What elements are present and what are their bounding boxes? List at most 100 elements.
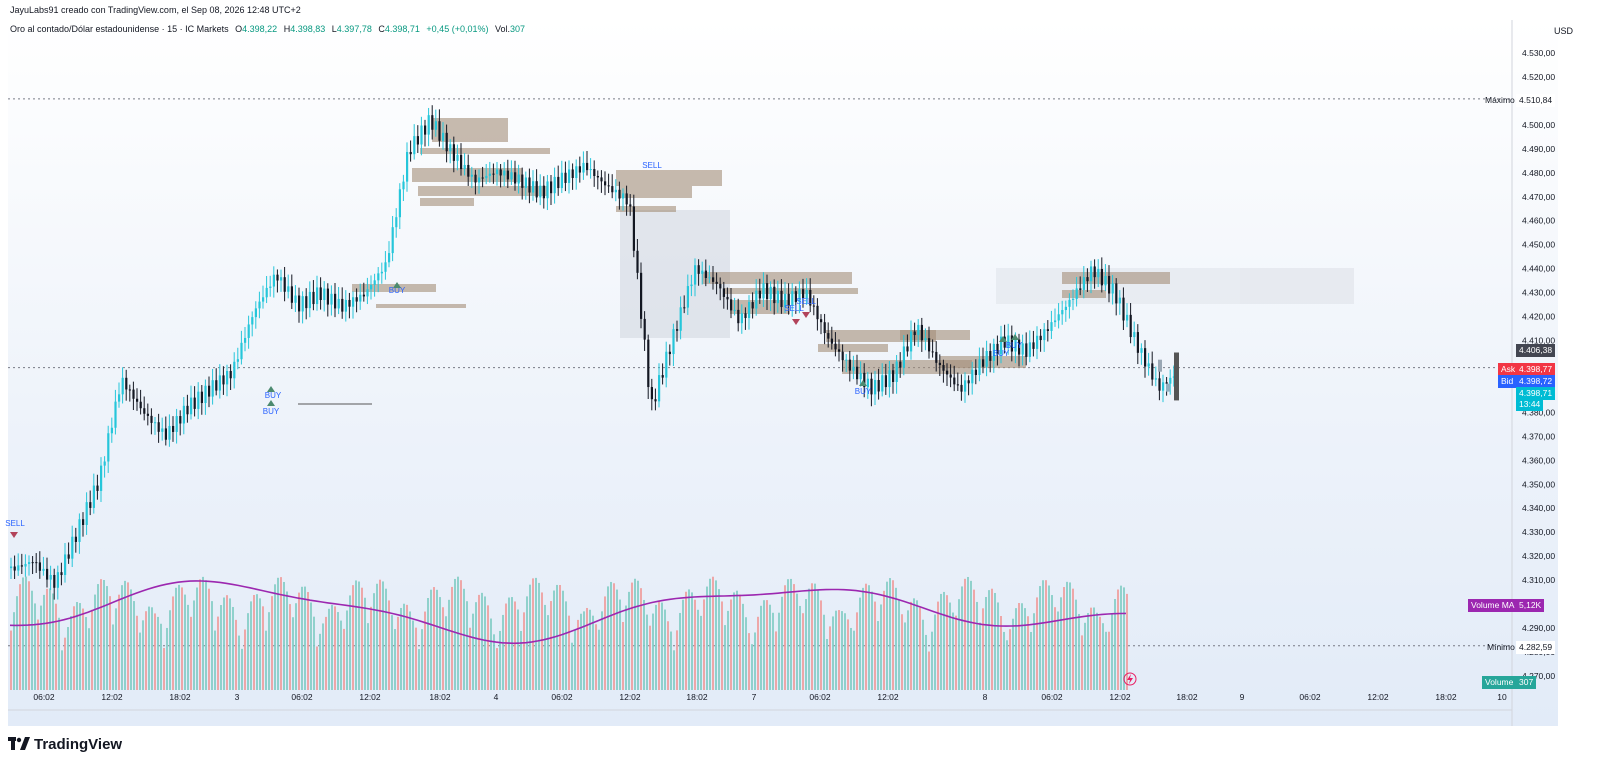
candle-body	[1151, 363, 1154, 380]
volume-bar	[217, 616, 219, 690]
time-tick-label: 18:02	[1176, 692, 1198, 702]
volume-bar	[946, 595, 948, 690]
candle-body	[1093, 266, 1096, 278]
order-block	[616, 206, 676, 212]
candle-body	[1003, 336, 1006, 348]
candle-body	[830, 338, 833, 344]
candle-body	[874, 380, 877, 395]
candle-body	[974, 369, 977, 375]
volume-bar	[1039, 586, 1041, 690]
volume-bar	[490, 618, 492, 690]
candle-body	[697, 265, 700, 274]
alert-lightning-icon[interactable]	[1123, 672, 1137, 686]
candle-body	[1136, 332, 1139, 353]
volume-bar	[154, 613, 156, 690]
candle-body	[218, 375, 221, 391]
candle-body	[226, 370, 229, 385]
candle-body	[312, 291, 315, 305]
candle-body	[168, 425, 171, 440]
volume-bar	[952, 612, 954, 690]
symbol-name: Oro al contado/Dólar estadounidense · 15…	[10, 24, 229, 34]
candle-body	[53, 574, 56, 588]
candle-body	[402, 181, 405, 190]
order-block	[420, 198, 474, 206]
volume-bar	[520, 630, 522, 690]
branding[interactable]: TradingView	[8, 732, 122, 756]
time-tick-label: 06:02	[1041, 692, 1063, 702]
symbol-legend[interactable]: Oro al contado/Dólar estadounidense · 15…	[10, 24, 525, 34]
volume-bar	[703, 599, 705, 690]
volume-bar	[778, 612, 780, 690]
volume-bar	[499, 630, 501, 690]
candle-body	[1021, 343, 1024, 355]
currency-label[interactable]: USD	[1554, 26, 1574, 36]
volume-bar	[298, 592, 300, 690]
volume-bar	[991, 588, 993, 690]
time-tick-label: 8	[983, 692, 988, 702]
volume-bar	[286, 591, 288, 690]
volume-bar	[178, 584, 180, 690]
candle-body	[964, 380, 967, 392]
candle-body	[942, 365, 945, 371]
volume-bar	[295, 603, 297, 690]
candle-body	[420, 125, 423, 145]
candle-body	[373, 280, 376, 285]
volume-bar	[574, 630, 576, 690]
time-tick-label: 12:02	[101, 692, 123, 702]
volume-bar	[352, 585, 354, 690]
time-tick-label: 18:02	[686, 692, 708, 702]
candle-body	[866, 378, 869, 388]
volume-bar	[1099, 616, 1101, 690]
volume-bar	[376, 583, 378, 690]
candle-body	[672, 329, 675, 355]
candle-body	[1126, 314, 1129, 321]
candle-body	[143, 408, 146, 414]
volume-bar	[934, 614, 936, 690]
volume-bar	[535, 577, 537, 690]
candle-body	[366, 289, 369, 297]
sell-arrow-icon	[10, 532, 18, 538]
candle-body	[985, 350, 988, 367]
volume-bar	[1120, 585, 1122, 690]
volume-bar	[742, 603, 744, 690]
volume-bar	[1072, 588, 1074, 690]
candle-body	[578, 166, 581, 173]
volume-bar	[760, 605, 762, 690]
candle-body	[467, 164, 470, 177]
candle-body	[618, 189, 621, 199]
volume-bar	[349, 595, 351, 690]
candle-body	[1172, 376, 1175, 378]
volume-bar	[202, 576, 204, 690]
volume-ma-tag: 5,12K	[1516, 599, 1545, 612]
candle-body	[161, 428, 164, 432]
volume-bar	[1111, 613, 1113, 690]
candle-body	[175, 416, 178, 432]
candle-body	[229, 370, 232, 379]
volume-bar	[847, 619, 849, 690]
volume-bar	[43, 594, 45, 690]
candle-body	[1158, 359, 1162, 372]
price-tick-label: 4.480,00	[1522, 168, 1555, 178]
volume-bar	[838, 610, 840, 690]
candle-body	[823, 322, 826, 334]
candle-body	[557, 176, 560, 189]
volume-bar	[466, 601, 468, 690]
volume-bar	[328, 608, 330, 690]
sell-signal-label: SELL	[784, 304, 804, 313]
order-block	[1062, 272, 1170, 284]
candle-body	[193, 397, 196, 409]
candle-body	[114, 401, 117, 428]
candle-body	[589, 169, 592, 171]
candle-body	[568, 169, 571, 183]
volume-bar	[823, 614, 825, 690]
candle-body	[917, 324, 920, 336]
candle-body	[535, 181, 538, 198]
candle-body	[17, 565, 20, 571]
candle-body	[1025, 343, 1028, 357]
candle-body	[186, 405, 189, 415]
candle-body	[485, 175, 488, 179]
volume-bar	[814, 583, 816, 690]
volume-bar	[613, 583, 615, 690]
candle-body	[388, 253, 391, 263]
